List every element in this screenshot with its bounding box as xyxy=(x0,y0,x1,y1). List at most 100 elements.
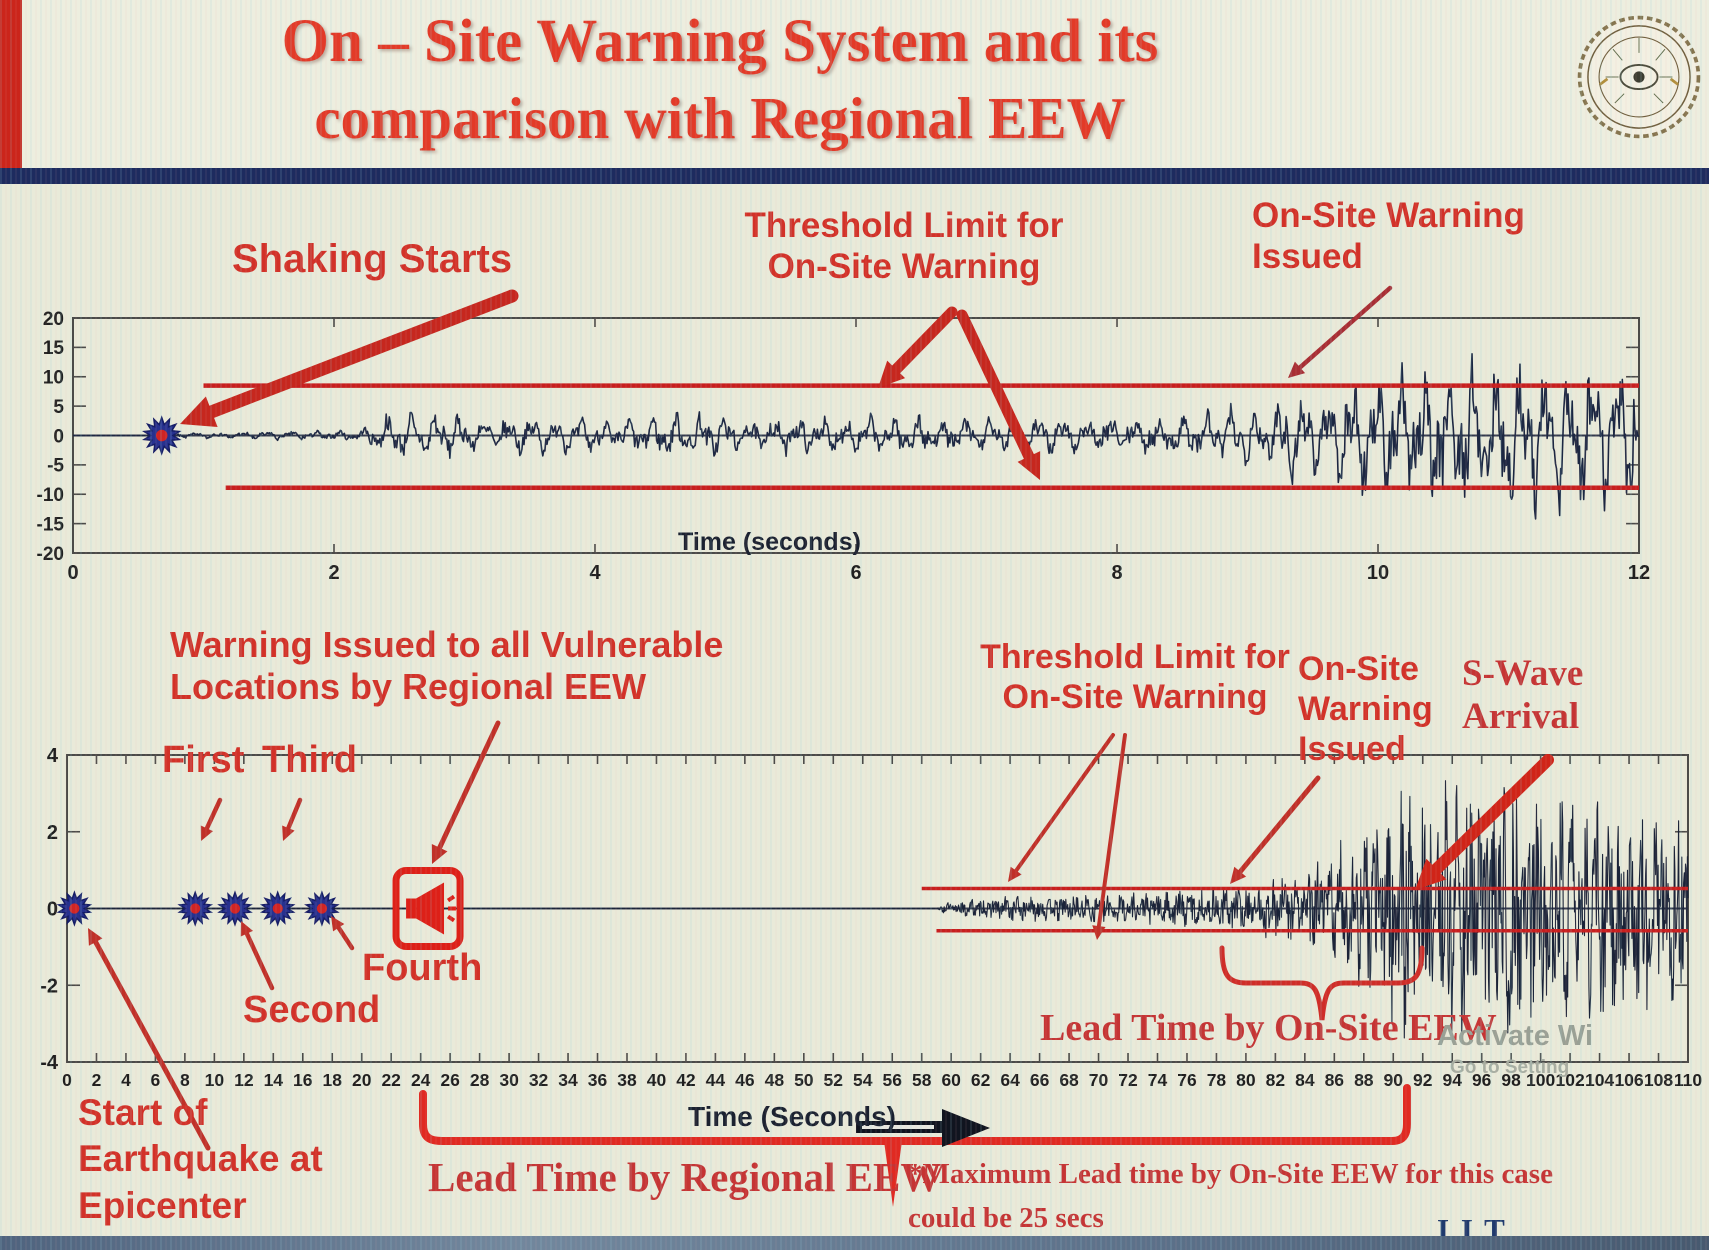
start-epicenter-label: Start of Earthquake at Epicenter xyxy=(78,1092,323,1226)
svg-text:34: 34 xyxy=(558,1070,578,1090)
onsite-warning-issued-bottom-label: On-Site Warning Issued xyxy=(1298,650,1433,768)
svg-text:108: 108 xyxy=(1644,1070,1673,1090)
svg-text:96: 96 xyxy=(1472,1070,1492,1090)
svg-text:22: 22 xyxy=(381,1070,401,1090)
svg-text:72: 72 xyxy=(1118,1070,1138,1090)
svg-text:94: 94 xyxy=(1442,1070,1462,1090)
bottom-xaxis-title: Time (Seconds) xyxy=(688,1101,896,1132)
svg-text:16: 16 xyxy=(293,1070,313,1090)
svg-text:90: 90 xyxy=(1384,1070,1404,1090)
svg-text:48: 48 xyxy=(765,1070,785,1090)
svg-text:36: 36 xyxy=(588,1070,608,1090)
svg-text:62: 62 xyxy=(971,1070,991,1090)
top-xaxis-title: Time (seconds) xyxy=(678,528,861,556)
svg-text:4: 4 xyxy=(589,562,601,584)
svg-text:104: 104 xyxy=(1585,1070,1614,1090)
svg-text:52: 52 xyxy=(824,1070,844,1090)
third-report-label: Third xyxy=(262,739,357,781)
svg-text:0: 0 xyxy=(67,562,78,584)
svg-text:110: 110 xyxy=(1674,1070,1702,1090)
svg-text:76: 76 xyxy=(1177,1070,1197,1090)
settings-watermark: Go to Setting xyxy=(1450,1057,1570,1078)
threshold-limit-top-label: Threshold Limit for On-Site Warning xyxy=(744,206,1064,286)
svg-text:54: 54 xyxy=(853,1070,873,1090)
svg-text:102: 102 xyxy=(1556,1070,1585,1090)
svg-text:98: 98 xyxy=(1501,1070,1521,1090)
svg-text:30: 30 xyxy=(499,1070,519,1090)
svg-text:-10: -10 xyxy=(37,485,64,506)
svg-text:68: 68 xyxy=(1059,1070,1079,1090)
svg-text:2: 2 xyxy=(92,1070,102,1090)
svg-text:12: 12 xyxy=(234,1070,254,1090)
svg-text:-5: -5 xyxy=(47,456,64,477)
svg-text:12: 12 xyxy=(1628,562,1650,584)
page-title-line1: On – Site Warning System and its xyxy=(281,8,1159,75)
iit-roorkee-seal-icon xyxy=(1577,15,1701,139)
svg-text:0: 0 xyxy=(62,1070,72,1090)
svg-text:4: 4 xyxy=(47,745,59,767)
svg-text:40: 40 xyxy=(647,1070,667,1090)
svg-text:28: 28 xyxy=(470,1070,490,1090)
svg-text:74: 74 xyxy=(1148,1070,1168,1090)
svg-text:42: 42 xyxy=(676,1070,696,1090)
svg-text:64: 64 xyxy=(1000,1070,1020,1090)
svg-text:26: 26 xyxy=(440,1070,460,1090)
svg-text:92: 92 xyxy=(1413,1070,1433,1090)
page-title-line2: comparison with Regional EEW xyxy=(314,85,1126,151)
svg-text:10: 10 xyxy=(43,368,64,389)
svg-text:-20: -20 xyxy=(37,544,64,565)
title-band xyxy=(0,0,1709,168)
svg-text:80: 80 xyxy=(1236,1070,1256,1090)
activate-watermark: Activate Wi xyxy=(1437,1020,1594,1052)
svg-text:70: 70 xyxy=(1089,1070,1109,1090)
svg-text:58: 58 xyxy=(912,1070,932,1090)
threshold-limit-bottom-label: Threshold Limit for On-Site Warning xyxy=(980,638,1290,716)
svg-text:106: 106 xyxy=(1614,1070,1643,1090)
svg-text:100: 100 xyxy=(1526,1070,1555,1090)
lead-time-onsite-label: Lead Time by On-Site EEW xyxy=(1040,1007,1497,1049)
svg-text:20: 20 xyxy=(43,309,64,330)
svg-text:0: 0 xyxy=(47,899,58,921)
svg-text:60: 60 xyxy=(941,1070,961,1090)
svg-text:6: 6 xyxy=(850,562,861,584)
svg-text:32: 32 xyxy=(529,1070,549,1090)
warning-vulnerable-label: Warning Issued to all Vulnerable Locatio… xyxy=(170,624,724,708)
svg-text:2: 2 xyxy=(328,562,339,584)
max-lead-note-line2: could be 25 secs xyxy=(908,1202,1104,1234)
fourth-report-label: Fourth xyxy=(362,947,483,989)
onsite-warning-issued-top-label: On-Site Warning Issued xyxy=(1252,196,1525,276)
max-lead-note-line1: *Maximum Lead time by On-Site EEW for th… xyxy=(908,1158,1553,1190)
svg-text:-2: -2 xyxy=(40,975,58,997)
page-title: On – Site Warning System and its compari… xyxy=(30,2,1410,154)
svg-text:0: 0 xyxy=(53,426,64,447)
lead-time-regional-label: Lead Time by Regional EEW xyxy=(428,1154,942,1200)
svg-text:86: 86 xyxy=(1325,1070,1345,1090)
svg-text:84: 84 xyxy=(1295,1070,1315,1090)
svg-text:-4: -4 xyxy=(40,1052,59,1074)
title-divider-bar xyxy=(0,168,1709,184)
svg-text:18: 18 xyxy=(323,1070,343,1090)
svg-text:38: 38 xyxy=(617,1070,637,1090)
first-report-label: First xyxy=(162,739,245,781)
svg-text:88: 88 xyxy=(1354,1070,1374,1090)
left-red-edge xyxy=(0,0,22,168)
svg-text:8: 8 xyxy=(1111,562,1122,584)
s-wave-arrival-label: S-Wave Arrival xyxy=(1462,653,1584,738)
svg-text:20: 20 xyxy=(352,1070,372,1090)
shaking-starts-label: Shaking Starts xyxy=(232,237,513,281)
second-report-label: Second xyxy=(243,989,381,1031)
svg-text:66: 66 xyxy=(1030,1070,1050,1090)
svg-text:50: 50 xyxy=(794,1070,814,1090)
svg-text:5: 5 xyxy=(53,397,64,418)
svg-text:14: 14 xyxy=(264,1070,284,1090)
svg-text:56: 56 xyxy=(883,1070,903,1090)
svg-text:10: 10 xyxy=(205,1070,225,1090)
svg-text:8: 8 xyxy=(180,1070,190,1090)
svg-text:82: 82 xyxy=(1266,1070,1286,1090)
svg-text:6: 6 xyxy=(151,1070,161,1090)
svg-text:10: 10 xyxy=(1367,562,1389,584)
svg-text:15: 15 xyxy=(43,338,65,359)
svg-text:44: 44 xyxy=(706,1070,726,1090)
